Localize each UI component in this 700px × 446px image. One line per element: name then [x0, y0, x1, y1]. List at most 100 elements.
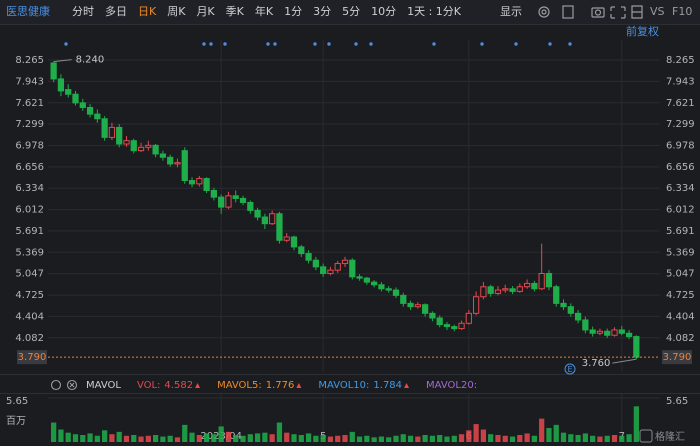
- volume-bar: [94, 435, 100, 442]
- indicator-settings[interactable]: [50, 379, 62, 391]
- event-dot[interactable]: [327, 42, 331, 46]
- event-dot[interactable]: [514, 42, 518, 46]
- display-button[interactable]: 显示: [500, 5, 522, 18]
- candle-body: [589, 329, 596, 334]
- indicator-arrow: [296, 383, 302, 388]
- close-cross: [69, 382, 75, 388]
- y-tick-label: 4.082: [15, 333, 44, 344]
- volume-bar: [444, 436, 450, 442]
- fullscreen-icon[interactable]: [610, 6, 626, 19]
- period-tab[interactable]: 5分: [342, 5, 360, 18]
- candle-body: [239, 197, 247, 203]
- event-dot[interactable]: [568, 42, 572, 46]
- candle-body: [145, 144, 152, 148]
- candle-body: [363, 277, 370, 283]
- candle-body: [407, 302, 414, 308]
- settings-icon[interactable]: [538, 6, 550, 18]
- candle-body: [436, 317, 443, 326]
- event-dot[interactable]: [266, 42, 270, 46]
- volume-bar: [473, 424, 479, 442]
- volume-bar: [298, 434, 304, 442]
- period-tab[interactable]: 周K: [167, 5, 186, 18]
- indicator-title: MAVOL: [86, 380, 121, 391]
- volume-bar: [553, 424, 559, 442]
- volume-bar: [349, 431, 355, 442]
- period-tab[interactable]: 日K: [138, 5, 157, 18]
- indicator-name: MAVOL20:: [426, 380, 477, 391]
- event-dot[interactable]: [432, 42, 436, 46]
- volume-bar: [291, 434, 297, 442]
- volume-bar: [531, 435, 538, 442]
- volume-bar: [626, 434, 632, 442]
- volume-bar: [218, 426, 224, 442]
- volume-bar: [284, 432, 290, 442]
- period-tab[interactable]: 1分: [284, 5, 302, 18]
- watermark-logo: [639, 429, 653, 443]
- period-tab[interactable]: 分时: [72, 5, 94, 18]
- volume-bar: [429, 435, 436, 442]
- event-dot[interactable]: [209, 42, 213, 46]
- file-icon[interactable]: [562, 5, 574, 19]
- last-price-label-right: 3.790: [663, 352, 692, 363]
- y-tick-label: 4.725: [15, 290, 44, 301]
- candle-body: [385, 288, 392, 291]
- event-marker[interactable]: E: [567, 365, 572, 374]
- volume-bar: [604, 435, 610, 442]
- event-dot[interactable]: [313, 42, 317, 46]
- period-tab[interactable]: 3分: [313, 5, 331, 18]
- period-tab[interactable]: 1天 : 1分K: [407, 5, 462, 18]
- y-tick-label-right: 4.404: [666, 311, 695, 322]
- event-dot[interactable]: [202, 42, 206, 46]
- volume-bar: [356, 436, 363, 442]
- y-tick-label: 5.369: [15, 247, 44, 258]
- candle-body: [232, 195, 239, 199]
- candle-body: [276, 213, 283, 241]
- y-tick-label: 6.656: [15, 162, 44, 173]
- volume-bar: [560, 432, 567, 442]
- candle-body: [298, 246, 305, 255]
- volume-bar: [480, 429, 487, 442]
- event-dot[interactable]: [64, 42, 68, 46]
- event-dot[interactable]: [480, 42, 484, 46]
- indicator-arrow: [195, 383, 201, 388]
- volume-bar: [633, 406, 639, 442]
- candle-body: [137, 146, 145, 152]
- period-tab[interactable]: 10分: [371, 5, 396, 18]
- volume-bar: [189, 432, 195, 442]
- indicator-close[interactable]: [66, 379, 78, 391]
- volume-bar: [254, 433, 261, 442]
- event-dot[interactable]: [369, 42, 373, 46]
- candle-body: [254, 209, 261, 218]
- candle-body: [516, 286, 523, 292]
- period-tab[interactable]: 月K: [196, 5, 215, 18]
- last-price-box-right: [662, 350, 692, 365]
- candle-body: [225, 195, 232, 208]
- candle-body: [611, 329, 618, 336]
- vs-button[interactable]: VS: [650, 5, 665, 18]
- y-tick-label: 6.978: [15, 140, 44, 151]
- period-tab[interactable]: 季K: [226, 5, 245, 18]
- adjust-button[interactable]: 前复权: [626, 24, 659, 38]
- volume-bar: [145, 435, 151, 442]
- event-dot[interactable]: [223, 42, 227, 46]
- event-dot[interactable]: [548, 42, 552, 46]
- candle-body: [371, 281, 378, 286]
- f10-button[interactable]: F10: [672, 5, 692, 18]
- event-dot[interactable]: [273, 42, 277, 46]
- candle-body: [312, 259, 319, 268]
- candle-body: [167, 156, 174, 165]
- y-tick-label-right: 6.012: [666, 205, 695, 216]
- volume-bar: [174, 437, 181, 442]
- y-tick-label-right: 4.082: [666, 333, 695, 344]
- layout-icon[interactable]: [631, 5, 643, 19]
- candle-body: [123, 140, 130, 145]
- event-dot[interactable]: [354, 42, 358, 46]
- candle-body: [247, 201, 254, 211]
- candle-body: [218, 196, 225, 208]
- camera-icon[interactable]: [591, 7, 605, 18]
- period-tab[interactable]: 年K: [255, 4, 274, 18]
- candle-body: [378, 284, 385, 290]
- period-tab[interactable]: 多日: [105, 4, 127, 18]
- candle-body: [269, 213, 276, 225]
